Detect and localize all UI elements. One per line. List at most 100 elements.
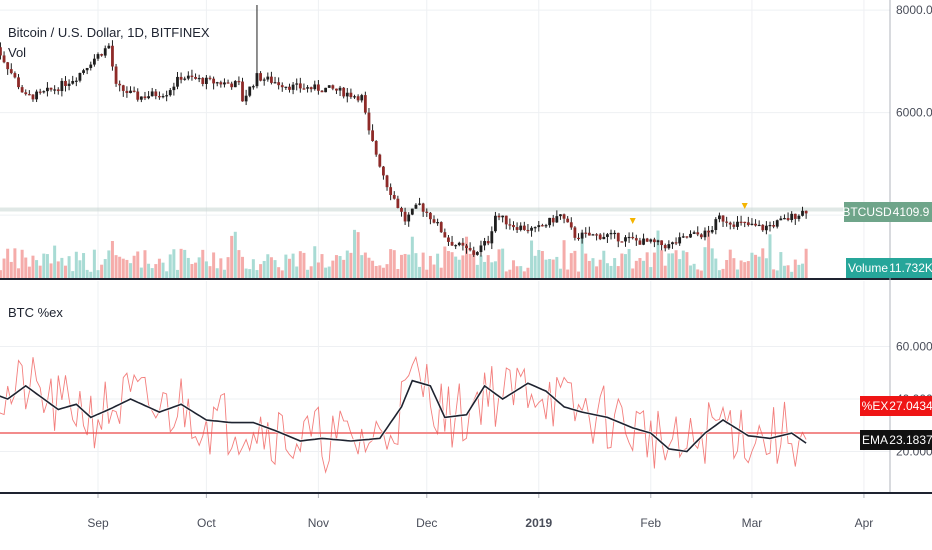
candle bbox=[147, 91, 150, 100]
volume-bar bbox=[302, 252, 306, 278]
volume-bar bbox=[6, 248, 10, 278]
candle bbox=[248, 86, 252, 98]
candle bbox=[259, 71, 262, 82]
candle-body bbox=[273, 82, 277, 84]
candle bbox=[179, 72, 183, 84]
candle-body bbox=[764, 225, 768, 231]
volume-bar bbox=[414, 253, 418, 278]
candle bbox=[620, 241, 624, 243]
candle-body bbox=[494, 215, 497, 232]
candle-body bbox=[620, 241, 624, 243]
volume-bar bbox=[555, 256, 559, 278]
candle bbox=[89, 61, 93, 71]
candle bbox=[382, 165, 385, 180]
volume-bar bbox=[89, 271, 93, 278]
volume-bar bbox=[410, 236, 414, 278]
candle-body bbox=[118, 83, 122, 86]
candle bbox=[46, 82, 49, 97]
candle-body bbox=[483, 241, 486, 246]
candle bbox=[663, 243, 667, 252]
candle-body bbox=[490, 231, 494, 244]
volume-bar bbox=[114, 255, 118, 278]
candle bbox=[652, 237, 656, 248]
candle bbox=[403, 207, 407, 225]
candle bbox=[284, 86, 288, 90]
volume-bar bbox=[385, 264, 389, 278]
volume-bar bbox=[226, 257, 230, 278]
candle bbox=[125, 86, 129, 98]
volume-bar bbox=[67, 256, 71, 278]
ema-tag-value-box bbox=[890, 430, 932, 450]
candle bbox=[515, 222, 519, 233]
volume-bar bbox=[161, 262, 165, 278]
candle bbox=[790, 211, 794, 223]
volume-bar bbox=[678, 259, 682, 278]
volume-bar bbox=[681, 250, 685, 278]
candle bbox=[786, 212, 790, 222]
candle-body bbox=[345, 92, 349, 97]
candle bbox=[580, 229, 584, 244]
candle-body bbox=[562, 214, 566, 219]
candle bbox=[71, 75, 75, 85]
candle bbox=[273, 76, 277, 84]
volume-bar bbox=[627, 249, 631, 278]
candle-body bbox=[624, 237, 627, 242]
volume-bar bbox=[804, 248, 808, 278]
candle-body bbox=[638, 240, 642, 245]
candle bbox=[280, 82, 284, 92]
candle-body bbox=[663, 245, 667, 249]
volume-bar bbox=[367, 257, 371, 278]
volume-bar bbox=[316, 262, 320, 278]
candle-body bbox=[577, 237, 580, 240]
volume-bar bbox=[772, 269, 776, 278]
candle-body bbox=[360, 95, 364, 101]
candle-body bbox=[573, 227, 577, 238]
volume-bar bbox=[63, 265, 67, 278]
signal-marker-icon bbox=[741, 203, 748, 209]
candle bbox=[707, 225, 710, 237]
candle bbox=[718, 212, 721, 223]
volume-bar bbox=[616, 266, 620, 278]
candle-body bbox=[421, 203, 425, 212]
volume-bar bbox=[605, 263, 609, 278]
volume-bar bbox=[327, 266, 331, 278]
volume-tag-name-box bbox=[846, 258, 890, 278]
candle bbox=[660, 240, 664, 251]
volume-bar bbox=[320, 254, 324, 278]
candle-body bbox=[223, 82, 226, 85]
candle bbox=[320, 89, 324, 93]
volume-bar bbox=[486, 255, 490, 278]
candle-body bbox=[82, 70, 85, 73]
volume-bar bbox=[508, 269, 512, 278]
candle bbox=[378, 153, 382, 168]
volume-bar bbox=[71, 271, 75, 278]
volume-bar bbox=[725, 260, 729, 278]
candle-body bbox=[204, 77, 208, 84]
volume-bar bbox=[24, 257, 28, 278]
candle-body bbox=[732, 224, 736, 227]
volume-bar bbox=[284, 254, 288, 278]
volume-bar bbox=[501, 248, 505, 278]
volume-bar bbox=[613, 258, 617, 278]
candle-body bbox=[295, 83, 299, 85]
candle bbox=[577, 233, 580, 241]
candle bbox=[530, 226, 533, 237]
volume-indicator-label: Vol bbox=[8, 45, 27, 60]
candle bbox=[421, 202, 425, 217]
candle-body bbox=[226, 82, 230, 84]
candle-body bbox=[519, 225, 523, 230]
candle-body bbox=[89, 64, 93, 68]
candle-body bbox=[671, 242, 674, 245]
candle bbox=[764, 221, 768, 235]
candle bbox=[598, 233, 602, 241]
candle-body bbox=[775, 220, 779, 227]
volume-bar bbox=[85, 269, 89, 278]
volume-bar bbox=[222, 269, 226, 278]
volume-bar bbox=[743, 262, 747, 278]
volume-bar bbox=[735, 269, 739, 278]
candle bbox=[732, 221, 736, 230]
volume-bar bbox=[580, 238, 584, 278]
candle-body bbox=[660, 240, 664, 246]
candle-body bbox=[804, 210, 808, 214]
